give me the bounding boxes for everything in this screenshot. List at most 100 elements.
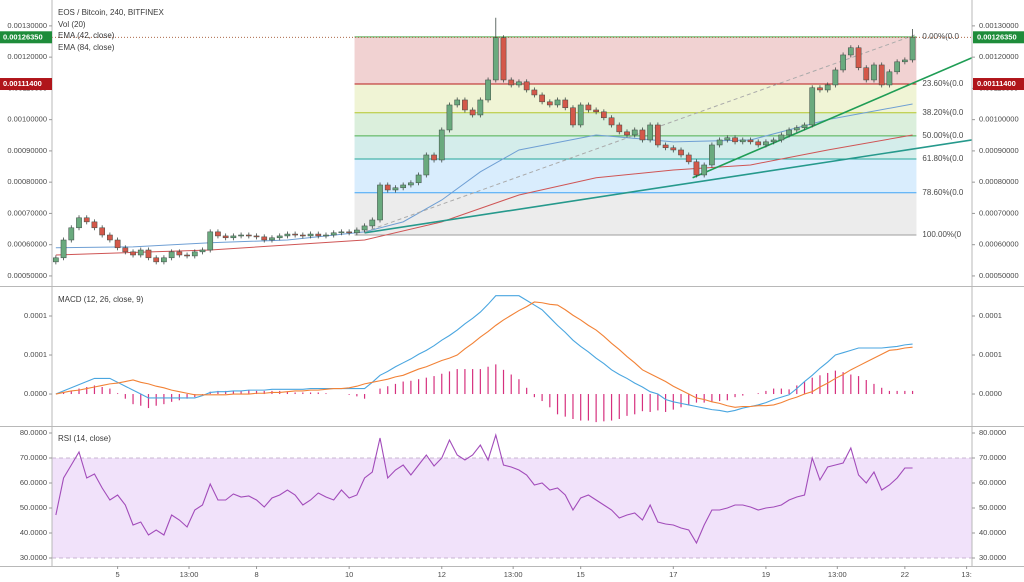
x-tick-label: 13:00 (504, 570, 523, 579)
candle-body (384, 184, 391, 191)
candle-body (616, 124, 623, 133)
y-tick-label: 0.00130000 (979, 21, 1019, 30)
candle-body (253, 235, 260, 238)
candle-body (408, 182, 414, 186)
x-tick-label: 12 (438, 570, 446, 579)
candle-body (276, 235, 283, 239)
y-tick-label: 30.0000 (979, 553, 1006, 562)
frame (0, 0, 1024, 567)
candle-body (207, 231, 214, 251)
candle-body (137, 249, 144, 256)
candle-body (438, 129, 445, 161)
y-tick-label: 80.0000 (979, 428, 1006, 437)
candle-body (902, 59, 908, 63)
candle-body (269, 237, 275, 241)
candle-body (392, 187, 399, 191)
price-tag-label: 0.00111400 (977, 79, 1016, 88)
candle-body (222, 235, 229, 239)
indicator-line (55, 295, 913, 413)
y-tick-label: 0.00100000 (7, 115, 47, 124)
candle-body (685, 154, 692, 163)
fib-label: 61.80%(0.0 (922, 154, 963, 163)
pane-title: RSI (14, close) (58, 434, 111, 443)
candle-body (261, 236, 268, 241)
candle-body (284, 233, 291, 237)
candle-body (585, 104, 592, 111)
y-tick-label: 40.0000 (979, 528, 1006, 537)
rsi-plot (52, 432, 972, 559)
x-tick-label: 13:00 (180, 570, 199, 579)
candle-body (562, 99, 569, 109)
candle-body (191, 251, 198, 257)
candle-body (330, 232, 337, 236)
candle-body (130, 251, 136, 256)
candle-body (307, 233, 314, 237)
trend-line (692, 57, 972, 179)
candle-body (693, 161, 700, 176)
y-tick-label: 0.00130000 (7, 21, 47, 30)
candle-body (423, 154, 430, 176)
candle-body (168, 251, 175, 259)
pane-title: MACD (12, 26, close, 9) (58, 295, 144, 304)
fib-zone (354, 135, 917, 160)
candle-body (462, 99, 468, 111)
candle-body (485, 79, 491, 101)
x-tick-label: 5 (116, 570, 120, 579)
candle-body (817, 87, 823, 91)
x-tick-label: 13:00 (828, 570, 847, 579)
candle-body (145, 249, 152, 259)
candle-body (608, 117, 615, 126)
candle-body (299, 234, 306, 237)
y-tick-label: 60.0000 (20, 478, 47, 487)
candle-body (315, 233, 322, 237)
candle-body (593, 109, 599, 113)
candle-body (855, 47, 862, 69)
indicator-line (55, 432, 913, 545)
candle-body (508, 79, 515, 86)
candle-body (323, 234, 329, 237)
axes: 0.00050000 0.00050000 0.00060000 0.00060000… (0, 21, 1024, 579)
chart-title: EOS / Bitcoin, 240, BITFINEX (58, 8, 164, 17)
price-tag (0, 78, 52, 91)
y-tick-label: 0.00080000 (7, 177, 47, 186)
candle-body (377, 184, 383, 221)
candle-body (847, 47, 854, 56)
candle-body (107, 234, 113, 241)
candle-body (531, 89, 538, 96)
candle-body (431, 154, 437, 161)
candle-body (793, 127, 800, 131)
candle-body (477, 99, 484, 116)
fib-zone (354, 112, 917, 136)
fib-zone (354, 36, 917, 85)
candle-body (361, 225, 368, 231)
candle-body (600, 111, 607, 119)
candle-body (639, 129, 646, 141)
candle-body (863, 67, 870, 81)
candle-body (83, 217, 90, 223)
candle-body (546, 101, 553, 106)
macd-plot (55, 295, 914, 423)
y-tick-label: 0.0001 (979, 311, 1002, 320)
fib-zone (354, 159, 917, 193)
y-tick-label: 0.00120000 (7, 52, 47, 61)
y-tick-label: 0.00100000 (979, 115, 1019, 124)
y-tick-label: 80.0000 (20, 428, 47, 437)
candle-body (539, 94, 545, 103)
candle-body (824, 84, 831, 91)
y-tick-label: 50.0000 (20, 503, 47, 512)
candle-body (732, 137, 738, 143)
y-tick-label: 0.0000 (24, 389, 47, 398)
candle-body (909, 37, 916, 61)
fib-label: 0.00%(0.0 (922, 32, 959, 41)
legend-entry: EMA (84, close) (58, 43, 115, 52)
candle-body (577, 104, 584, 126)
y-tick-label: 40.0000 (20, 528, 47, 537)
candle-body (153, 257, 160, 263)
candle-body (415, 174, 422, 184)
price-plot: 0.00%(0.0 23.60%(0.0 38.20%(0.0 50.00%(0.0 6… (52, 17, 972, 265)
y-tick-label: 0.0001 (24, 311, 47, 320)
candle-body (832, 69, 839, 86)
candle-body (99, 227, 106, 236)
fib-zone (354, 192, 917, 235)
